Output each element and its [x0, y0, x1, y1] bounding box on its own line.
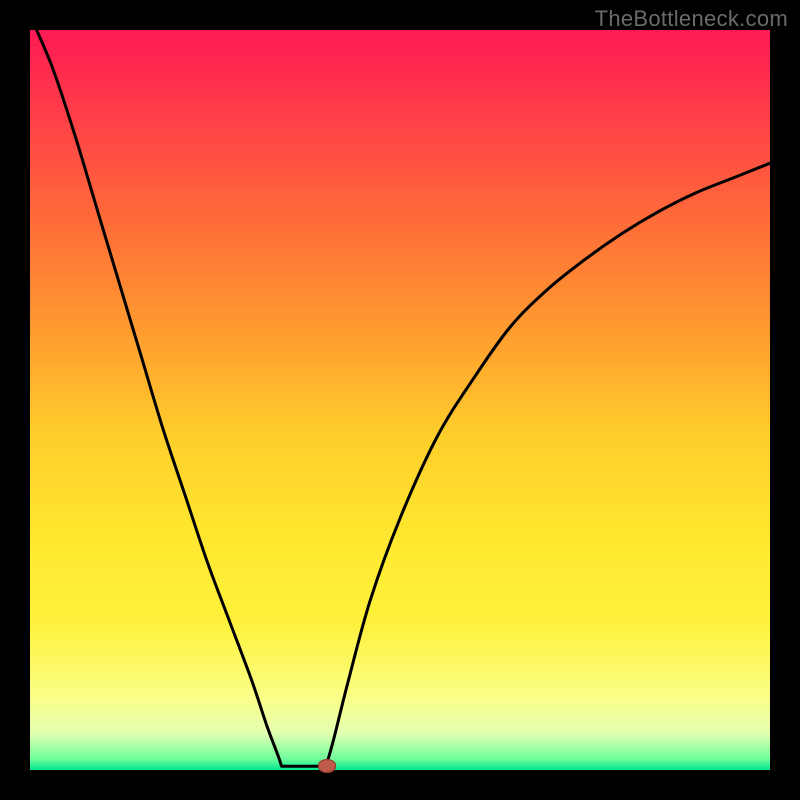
chart-frame: TheBottleneck.com	[0, 0, 800, 800]
watermark-text: TheBottleneck.com	[595, 6, 788, 32]
bottleneck-curve	[30, 30, 770, 768]
curve-overlay-svg	[30, 30, 770, 770]
optimum-marker	[318, 759, 336, 773]
